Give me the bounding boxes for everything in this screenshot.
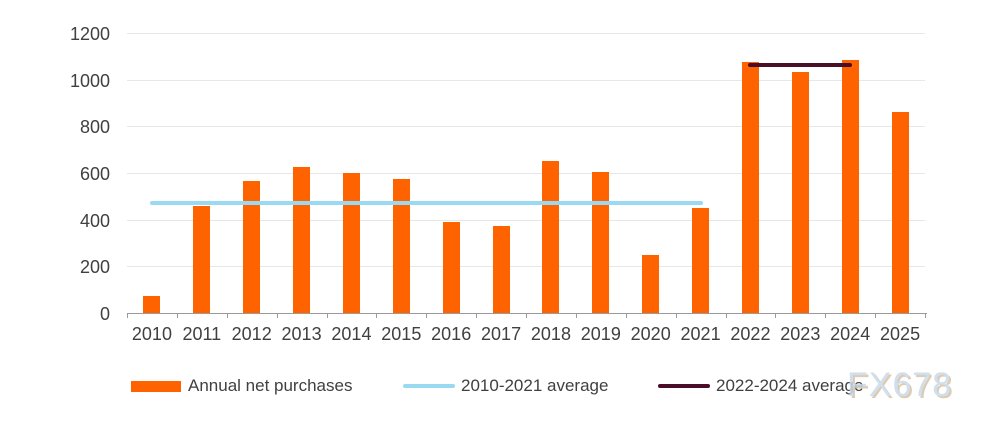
x-axis-tick: [127, 313, 128, 318]
gridline: [127, 266, 925, 268]
bar-2022: [741, 62, 759, 313]
x-axis-tick: [176, 313, 178, 318]
average-line-2010-2021: [149, 201, 703, 206]
x-axis-tick: [825, 313, 827, 318]
gridline: [127, 219, 925, 221]
x-tick-label-2024: 2024: [830, 324, 871, 344]
y-tick-label: 600: [79, 164, 110, 184]
bar-2021: [692, 208, 710, 313]
y-tick-label: 0: [99, 304, 110, 324]
bar-2016: [442, 222, 460, 313]
legend-item-2010-2021-average: 2010-2021 average: [403, 374, 608, 398]
x-tick-label-2017: 2017: [481, 324, 522, 344]
y-tick-label: 200: [79, 257, 110, 278]
bar-2013: [293, 167, 311, 313]
bar-2014: [342, 173, 360, 313]
x-tick-label-2012: 2012: [231, 324, 272, 344]
bar-2020: [642, 254, 660, 313]
x-tick-label-2010: 2010: [131, 324, 172, 344]
x-axis-tick: [376, 313, 378, 318]
bar-2015: [392, 178, 410, 313]
x-axis-tick: [575, 313, 577, 318]
bar-2019: [592, 171, 610, 313]
gridline: [127, 79, 925, 81]
x-axis-tick: [426, 313, 428, 318]
legend-line-swatch-blue: [403, 384, 455, 388]
bar-2011: [193, 205, 211, 313]
x-axis-tick: [875, 313, 877, 318]
x-axis-tick: [675, 313, 677, 318]
x-tick-label-2016: 2016: [431, 324, 472, 344]
x-tick-label-2014: 2014: [331, 324, 372, 344]
x-axis-tick: [925, 313, 926, 318]
bar-2023: [791, 71, 809, 313]
x-axis-tick: [725, 313, 727, 318]
x-tick-label-2020: 2020: [630, 324, 671, 344]
bar-2010: [143, 295, 161, 313]
x-tick-label-2011: 2011: [182, 324, 222, 344]
x-tick-label-2021: 2021: [680, 324, 721, 344]
legend-item-annual-net-purchases: Annual net purchases: [131, 374, 352, 398]
legend-bar-swatch: [131, 380, 181, 392]
legend-label-2010-2021-average: 2010-2021 average: [461, 376, 609, 395]
legend-label-2022-2024-average: 2022-2024 average: [716, 376, 864, 395]
bar-2024: [841, 59, 859, 313]
x-axis-line: [127, 313, 927, 314]
bar-2018: [542, 161, 560, 313]
legend-item-2022-2024-average: 2022-2024 average: [658, 374, 863, 398]
gridline: [127, 126, 925, 128]
x-axis-tick: [775, 313, 777, 318]
x-tick-label-2019: 2019: [580, 324, 621, 344]
bar-2025: [891, 112, 909, 313]
x-axis-tick: [326, 313, 328, 318]
legend-label-annual-net-purchases: Annual net purchases: [188, 376, 353, 395]
legend-line-swatch-maroon: [658, 384, 710, 388]
average-line-2022-2024: [748, 62, 853, 67]
x-axis-tick: [276, 313, 278, 318]
x-tick-label-2013: 2013: [281, 324, 322, 344]
gridline: [127, 173, 925, 174]
x-tick-label-2022: 2022: [730, 324, 771, 344]
y-tick-label: 1000: [69, 70, 110, 91]
x-axis-tick: [625, 313, 627, 318]
x-tick-label-2015: 2015: [381, 324, 422, 344]
x-tick-label-2023: 2023: [780, 324, 821, 344]
y-tick-label: 1200: [69, 24, 110, 44]
x-axis-tick: [526, 313, 527, 318]
x-axis-tick: [226, 313, 228, 318]
x-axis-tick: [476, 313, 478, 318]
legend: Annual net purchases 2010-2021 average 2…: [0, 374, 982, 400]
y-tick-label: 800: [79, 117, 110, 138]
x-tick-label-2025: 2025: [880, 324, 921, 344]
bar-2017: [492, 225, 510, 313]
x-tick-label-2018: 2018: [530, 324, 571, 344]
gridline: [127, 33, 925, 34]
bar-2012: [243, 181, 261, 313]
y-tick-label: 400: [79, 210, 110, 231]
watermark: FX678: [847, 366, 953, 404]
